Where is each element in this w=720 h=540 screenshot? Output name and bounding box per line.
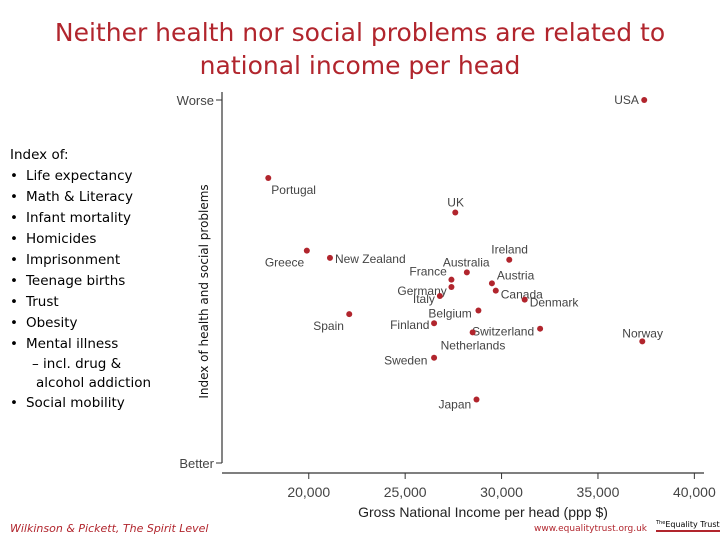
point-label-netherlands: Netherlands bbox=[441, 338, 506, 352]
y-tick-label: Worse bbox=[177, 93, 214, 108]
x-tick-label: 25,000 bbox=[384, 484, 427, 500]
point-label-denmark: Denmark bbox=[530, 296, 580, 310]
index-item-obesity: Obesity bbox=[10, 313, 180, 334]
point-label-australia: Australia bbox=[443, 255, 490, 269]
point-label-italy: Italy bbox=[413, 292, 435, 306]
y-axis-title: Index of health and social problems bbox=[197, 184, 211, 398]
point-belgium bbox=[475, 307, 482, 314]
point-label-greece: Greece bbox=[265, 256, 305, 270]
point-portugal bbox=[265, 175, 272, 182]
point-label-switzerland: Switzerland bbox=[472, 325, 534, 339]
index-item-trust: Trust bbox=[10, 292, 180, 313]
index-heading: Index of: bbox=[10, 147, 69, 163]
x-tick-label: 20,000 bbox=[287, 484, 330, 500]
point-ireland bbox=[506, 256, 513, 263]
index-item-life-expectancy: Life expectancy bbox=[10, 166, 180, 187]
index-item-mental-illness: Mental illness bbox=[10, 334, 180, 355]
equality-trust-logo: TheEquality Trust bbox=[656, 520, 720, 532]
point-label-new-zealand: New Zealand bbox=[335, 252, 406, 266]
point-usa bbox=[641, 97, 648, 103]
point-label-finland: Finland bbox=[390, 318, 429, 332]
index-item-math-literacy: Math & Literacy bbox=[10, 187, 180, 208]
point-label-ireland: Ireland bbox=[491, 243, 528, 257]
point-denmark bbox=[521, 296, 528, 303]
index-item-mental-illness-sub-1: – incl. drug & bbox=[32, 356, 122, 372]
point-label-canada: Canada bbox=[501, 288, 543, 302]
point-switzerland bbox=[537, 325, 544, 332]
point-greece bbox=[303, 247, 310, 254]
point-label-usa: USA bbox=[614, 93, 639, 107]
title-line-1: Neither health nor social problems are r… bbox=[54, 18, 666, 47]
index-item-social-mobility: Social mobility bbox=[10, 393, 180, 414]
point-norway bbox=[639, 338, 646, 345]
point-sweden bbox=[431, 354, 438, 361]
point-label-sweden: Sweden bbox=[384, 354, 427, 368]
x-tick-label: 30,000 bbox=[480, 484, 523, 500]
point-label-austria: Austria bbox=[497, 268, 535, 282]
point-france bbox=[448, 276, 455, 283]
index-item-infant-mortality: Infant mortality bbox=[10, 208, 180, 229]
index-item-imprisonment: Imprisonment bbox=[10, 250, 180, 271]
x-tick-label: 40,000 bbox=[673, 484, 716, 500]
index-item-homicides: Homicides bbox=[10, 229, 180, 250]
point-spain bbox=[346, 311, 353, 318]
logo-prefix: The bbox=[656, 520, 666, 526]
logo-text: Equality Trust bbox=[665, 520, 720, 529]
x-tick-label: 35,000 bbox=[577, 484, 620, 500]
point-netherlands bbox=[469, 329, 476, 336]
slide-title: Neither health nor social problems are r… bbox=[0, 16, 720, 82]
point-label-germany: Germany bbox=[397, 284, 446, 298]
point-italy bbox=[436, 293, 443, 300]
point-label-spain: Spain bbox=[313, 319, 344, 333]
point-uk bbox=[452, 209, 459, 216]
index-item-mental-illness-sub-2: alcohol addiction bbox=[36, 375, 152, 391]
point-label-norway: Norway bbox=[622, 326, 663, 340]
index-components-list: Index of: Life expectancy Math & Literac… bbox=[10, 145, 180, 414]
x-axis-title: Gross National Income per head (ppp $) bbox=[358, 504, 608, 520]
point-canada bbox=[492, 287, 499, 294]
point-finland bbox=[431, 320, 438, 327]
point-label-belgium: Belgium bbox=[428, 307, 471, 321]
source-citation: Wilkinson & Pickett, The Spirit Level bbox=[10, 522, 209, 535]
point-label-france: France bbox=[409, 265, 447, 279]
point-label-uk: UK bbox=[447, 196, 464, 210]
title-line-2: national income per head bbox=[199, 51, 521, 80]
point-new-zealand bbox=[326, 254, 333, 261]
y-tick-label: Better bbox=[179, 456, 214, 471]
point-austria bbox=[488, 280, 495, 287]
website-link[interactable]: www.equalitytrust.org.uk bbox=[534, 524, 647, 534]
point-germany bbox=[448, 283, 455, 290]
index-item-teenage-births: Teenage births bbox=[10, 271, 180, 292]
point-japan bbox=[473, 396, 480, 403]
point-australia bbox=[463, 269, 470, 276]
point-label-portugal: Portugal bbox=[271, 183, 316, 197]
point-label-japan: Japan bbox=[438, 397, 471, 411]
